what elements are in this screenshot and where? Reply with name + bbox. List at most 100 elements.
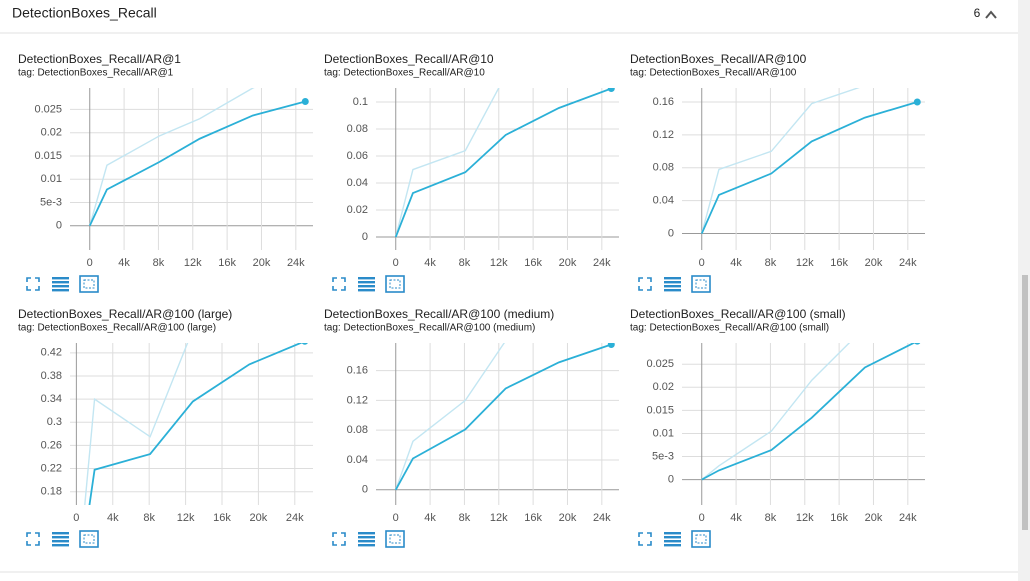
icon [83,534,95,544]
chart-subtitle: tag: DetectionBoxes_Recall/AR@100 (large… [18,323,216,334]
chart-subtitle: tag: DetectionBoxes_Recall/AR@100 (mediu… [324,323,535,334]
fullscreen-button[interactable] [26,532,40,546]
data-button[interactable] [52,277,69,292]
icon [83,279,95,289]
y-tick-label: 0.015 [646,404,674,416]
x-tick-label: 16k [218,257,236,269]
y-tick-label: 0.08 [653,162,674,174]
series-line [701,343,916,481]
x-tick-label: 4k [424,512,436,524]
x-tick-label: 4k [107,512,119,524]
x-tick-label: 0 [699,257,705,269]
series-line [88,100,306,227]
y-tick-label: 0.18 [41,486,62,498]
y-tick-label: 0.04 [653,195,674,207]
x-tick-label: 12k [184,257,202,269]
data-button[interactable] [358,532,375,547]
chart-title: DetectionBoxes_Recall/AR@100 (large) [18,307,232,321]
x-tick-label: 16k [830,257,848,269]
x-tick-label: 20k [559,512,577,524]
series-group [88,88,309,227]
x-tick-label: 16k [524,512,542,524]
scrollbar-thumb[interactable] [1022,275,1028,530]
y-tick-label: 0 [362,484,368,496]
icon [691,530,711,548]
fit-button[interactable] [691,275,711,293]
fullscreen-button[interactable] [26,277,40,291]
icon [664,277,681,280]
x-tick-label: 24k [287,257,305,269]
y-tick-label: 0.025 [34,103,62,115]
icon [664,289,681,292]
fullscreen-button[interactable] [332,277,346,291]
icon [389,534,401,544]
icon [358,289,375,292]
last-point [607,343,615,348]
x-tick-label: 24k [286,512,304,524]
icon [52,536,69,539]
chart-subtitle: tag: DetectionBoxes_Recall/AR@100 (small… [630,323,829,334]
icon [389,279,401,289]
x-tick-label: 8k [459,257,471,269]
x-tick-label: 12k [490,257,508,269]
series-line [395,88,500,238]
section-count: 6 [974,6,981,20]
plot [376,88,619,250]
fullscreen-button[interactable] [638,532,652,546]
fullscreen-button[interactable] [638,277,652,291]
icon [332,277,346,291]
series-line [394,88,612,238]
x-tick-label: 20k [250,512,268,524]
series-line [84,343,189,505]
x-tick-label: 4k [730,257,742,269]
fit-button[interactable] [385,275,405,293]
y-tick-label: 0 [56,220,62,232]
icon [26,277,40,291]
y-tick-label: 0.26 [41,439,62,451]
y-tick-label: 5e-3 [40,196,62,208]
y-tick-label: 0.01 [653,427,674,439]
icon [358,277,375,280]
y-tick-label: 0.015 [34,150,62,162]
series-line [700,101,918,234]
icon [358,285,375,288]
x-tick-label: 0 [393,257,399,269]
icon [52,285,69,288]
chart-subtitle: tag: DetectionBoxes_Recall/AR@1 [18,68,174,79]
y-tick-label: 0.3 [47,416,62,428]
fit-button[interactable] [385,530,405,548]
series-group [84,343,308,505]
series-line [395,343,505,491]
x-tick-label: 0 [699,512,705,524]
data-button[interactable] [664,277,681,292]
plot [70,343,313,505]
icon [358,536,375,539]
x-tick-label: 4k [118,257,130,269]
icon [332,532,346,546]
fit-button[interactable] [691,530,711,548]
chart-subtitle: tag: DetectionBoxes_Recall/AR@10 [324,68,485,79]
last-point [301,343,308,345]
icon [79,530,99,548]
y-tick-label: 0.02 [653,381,674,393]
y-tick-label: 0.025 [646,358,674,370]
series-group [700,88,921,234]
data-button[interactable] [52,532,69,547]
fullscreen-button[interactable] [332,532,346,546]
x-tick-label: 4k [424,257,436,269]
data-button[interactable] [664,532,681,547]
last-point [913,98,921,106]
y-tick-label: 0.16 [347,364,368,376]
last-point [607,88,615,93]
chart-title: DetectionBoxes_Recall/AR@100 [630,52,807,66]
chart-title: DetectionBoxes_Recall/AR@10 [324,52,494,66]
fit-button[interactable] [79,275,99,293]
collapse-icon[interactable] [985,10,997,19]
icon [52,277,69,280]
y-tick-label: 0.34 [41,393,62,405]
data-button[interactable] [358,277,375,292]
fit-button[interactable] [79,530,99,548]
x-tick-label: 24k [899,257,917,269]
